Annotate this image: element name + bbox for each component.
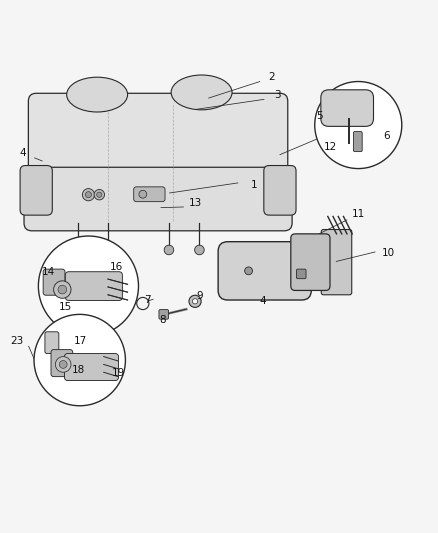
Circle shape <box>164 245 174 255</box>
Circle shape <box>192 298 198 304</box>
Circle shape <box>139 190 147 198</box>
FancyBboxPatch shape <box>51 350 73 377</box>
Circle shape <box>82 189 95 201</box>
FancyBboxPatch shape <box>264 166 296 215</box>
Circle shape <box>103 245 113 255</box>
Text: 3: 3 <box>275 90 281 100</box>
Text: 11: 11 <box>352 209 365 219</box>
FancyBboxPatch shape <box>20 166 52 215</box>
Text: 8: 8 <box>159 314 166 325</box>
Text: 17: 17 <box>74 336 87 346</box>
FancyBboxPatch shape <box>321 230 352 295</box>
Text: 5: 5 <box>316 111 322 122</box>
FancyBboxPatch shape <box>291 234 330 290</box>
Text: 14: 14 <box>41 266 55 277</box>
Text: 10: 10 <box>382 248 396 259</box>
Circle shape <box>73 245 82 255</box>
Text: 6: 6 <box>383 131 390 141</box>
FancyBboxPatch shape <box>218 241 311 300</box>
Text: 16: 16 <box>110 262 124 272</box>
Circle shape <box>39 236 138 336</box>
FancyBboxPatch shape <box>45 332 59 353</box>
FancyBboxPatch shape <box>297 269 306 279</box>
Text: 4: 4 <box>20 148 26 158</box>
Circle shape <box>53 281 71 298</box>
Text: 12: 12 <box>323 142 337 152</box>
FancyBboxPatch shape <box>24 167 292 231</box>
Text: 19: 19 <box>111 368 125 378</box>
Ellipse shape <box>171 75 232 110</box>
FancyBboxPatch shape <box>353 132 362 151</box>
Circle shape <box>34 314 125 406</box>
Circle shape <box>94 189 105 200</box>
Text: 7: 7 <box>144 295 151 305</box>
Text: 1: 1 <box>251 180 257 190</box>
FancyBboxPatch shape <box>159 310 169 319</box>
Circle shape <box>315 82 402 168</box>
Circle shape <box>189 295 201 308</box>
Circle shape <box>55 357 71 372</box>
FancyBboxPatch shape <box>64 353 118 381</box>
Ellipse shape <box>245 267 253 275</box>
FancyBboxPatch shape <box>321 90 374 126</box>
Circle shape <box>194 245 204 255</box>
Text: 15: 15 <box>59 302 72 312</box>
Text: 2: 2 <box>268 72 275 82</box>
Circle shape <box>97 192 102 197</box>
Circle shape <box>58 285 67 294</box>
FancyBboxPatch shape <box>134 187 165 201</box>
Text: 9: 9 <box>196 291 203 301</box>
Text: 18: 18 <box>72 365 85 375</box>
FancyBboxPatch shape <box>65 272 122 301</box>
Circle shape <box>59 360 67 368</box>
Text: 4: 4 <box>259 296 266 306</box>
Ellipse shape <box>67 77 127 112</box>
Text: 23: 23 <box>10 336 23 346</box>
Circle shape <box>85 192 92 198</box>
FancyBboxPatch shape <box>28 93 288 187</box>
FancyBboxPatch shape <box>43 269 65 295</box>
Text: 13: 13 <box>188 198 201 208</box>
